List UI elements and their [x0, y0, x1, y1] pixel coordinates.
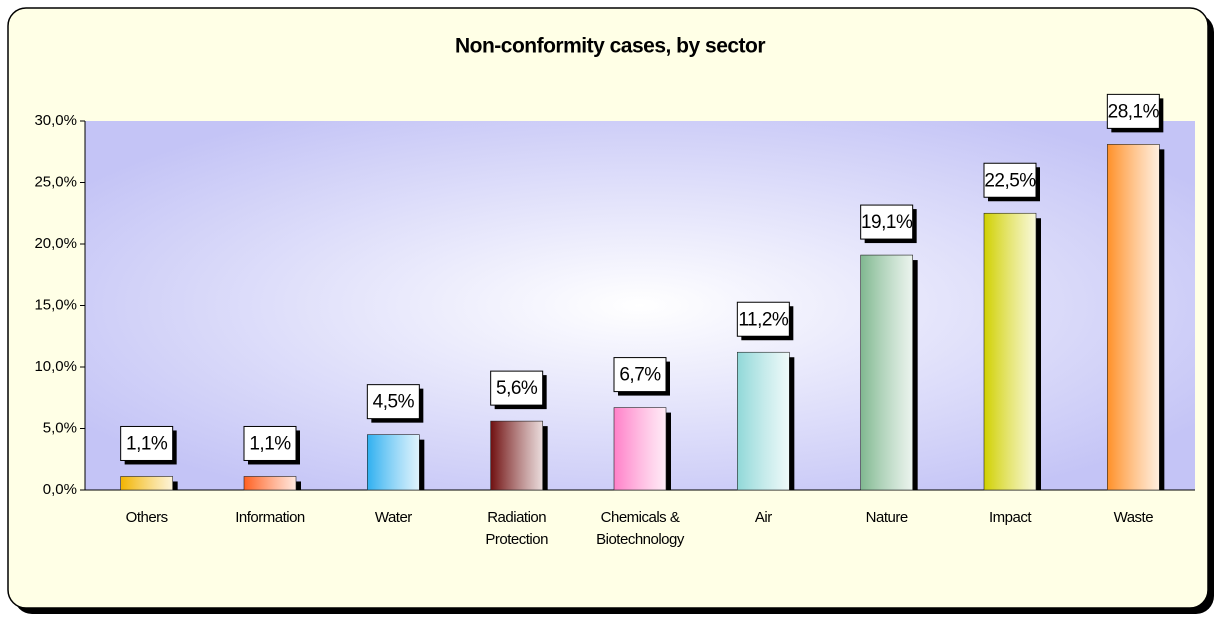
y-tick-label: 30,0%	[34, 112, 77, 129]
value-label: 6,7%	[619, 365, 661, 386]
bar	[1107, 144, 1160, 491]
y-tick-label: 0,0%	[43, 481, 77, 498]
value-label: 22,5%	[984, 170, 1036, 191]
x-tick-label: Impact	[989, 509, 1032, 526]
chart-title: Non-conformity cases, by sector	[455, 35, 765, 58]
y-tick-label: 20,0%	[34, 235, 77, 252]
value-label-box	[983, 162, 1037, 198]
y-tick-label: 10,0%	[34, 358, 77, 375]
y-tick-label: 25,0%	[34, 173, 77, 190]
bar	[243, 476, 297, 491]
x-tick-label: Nature	[866, 509, 908, 526]
bar	[613, 407, 667, 491]
value-label: 1,1%	[249, 433, 291, 454]
value-label-box	[1106, 93, 1160, 129]
x-tick-label: Water	[375, 509, 412, 526]
bar	[490, 420, 543, 491]
bar	[367, 434, 420, 491]
value-label-box	[736, 301, 790, 337]
value-label: 19,1%	[861, 212, 913, 233]
x-tick-label: Waste	[1114, 509, 1154, 526]
y-tick-label: 15,0%	[34, 296, 77, 313]
value-label: 5,6%	[496, 378, 538, 399]
x-tick-label: Radiation Protection	[485, 509, 548, 548]
value-label-box	[366, 384, 420, 420]
value-label-box	[120, 425, 174, 461]
bar	[860, 254, 913, 491]
value-label: 28,1%	[1108, 101, 1160, 122]
value-label-box	[243, 425, 297, 461]
value-label: 4,5%	[373, 392, 415, 413]
value-label: 1,1%	[126, 433, 168, 454]
x-tick-label: Air	[755, 509, 772, 526]
bar	[120, 476, 173, 491]
x-tick-label: Others	[126, 509, 168, 526]
value-label-box	[490, 370, 544, 406]
bar	[983, 212, 1037, 491]
bar	[737, 351, 790, 491]
x-tick-label: Information	[235, 509, 305, 526]
value-label-box	[613, 357, 667, 393]
value-label-box	[860, 204, 914, 240]
value-label: 11,2%	[738, 309, 789, 330]
y-tick-label: 5,0%	[43, 419, 77, 436]
x-tick-label: Chemicals & Biotechnology	[596, 509, 685, 548]
